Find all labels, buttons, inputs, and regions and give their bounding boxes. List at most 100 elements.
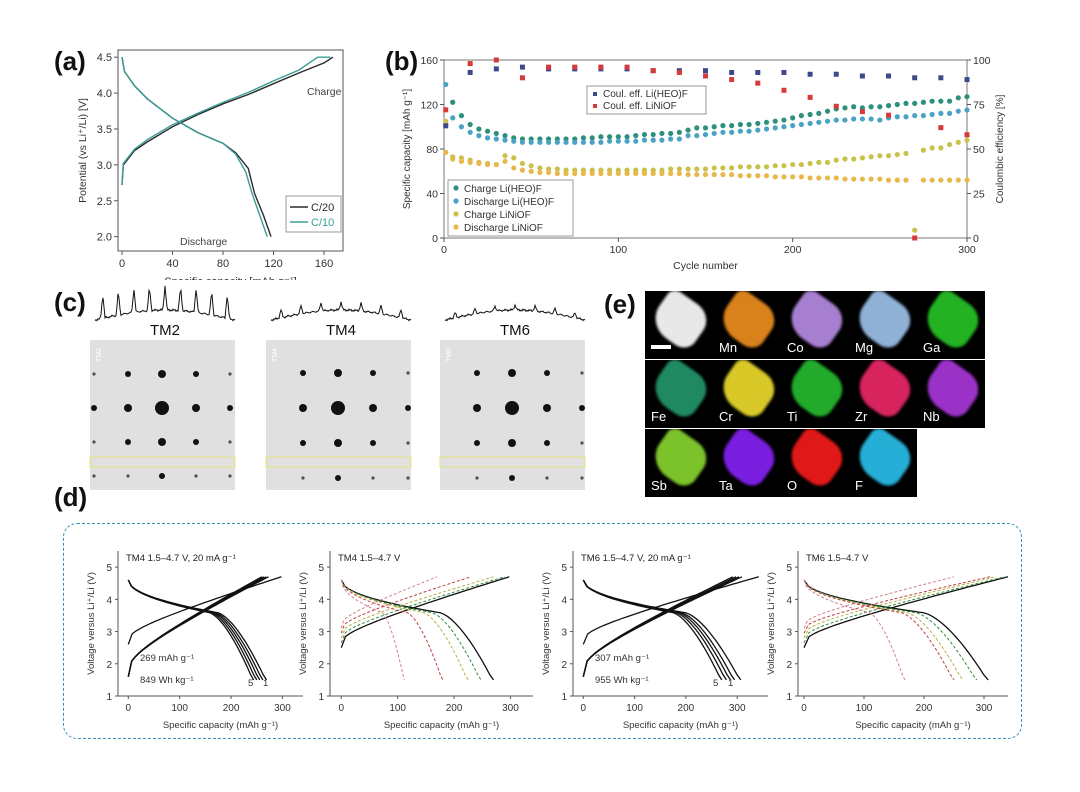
cycle-point-dischargeliheof (589, 139, 595, 145)
cycle-point-chargeliniof (920, 147, 927, 153)
y-tick-label-d: 3 (106, 628, 112, 639)
cycle-point-couleffliheof (467, 69, 473, 75)
cycle-point-chargeliheof (772, 118, 778, 124)
eds-map-o: O (781, 429, 849, 497)
cycle-point-chargeliniof (528, 163, 534, 169)
diffraction-spot (474, 370, 480, 376)
cycle-point-chargeliheof (589, 135, 595, 141)
chart-a: 0 40 80 120 160 2.0 2.5 3.0 3.5 4.0 4.5 Specific ca… (77, 49, 344, 280)
cycle-point-chargeliniof (781, 163, 787, 169)
profile-band (265, 456, 412, 468)
diffraction-spot (192, 404, 200, 412)
cycle-point-dischargeliniof (702, 171, 709, 178)
y-right-axis-label-b: Coulombic efficiency [%] (995, 94, 1006, 203)
y-axis-label-d: Voltage versus Li⁺/Li (V) (766, 572, 777, 675)
rate-charge-curve (340, 576, 494, 639)
cycle-point-dischargeliheof (702, 131, 709, 138)
cycle-point-dischargeliniof (903, 177, 909, 183)
cycle-point-chargeliheof (946, 98, 953, 104)
rate-discharge-curve (803, 579, 978, 681)
diffraction-spot (92, 440, 96, 444)
diffraction-spot (331, 401, 345, 415)
saed-panel: TM2 TM2 TM4 TM4 TM6 TM6 (85, 280, 605, 490)
diffraction-spot (334, 369, 342, 377)
panel-label-b: (b) (385, 46, 419, 76)
cycle-point-couleffliheof (807, 71, 813, 77)
cycle-point-chargeliheof (912, 100, 918, 106)
cycle-point-dischargeliniof (746, 173, 752, 179)
cycle-point-dischargeliheof (851, 116, 857, 122)
cycle-point-dischargeliheof (598, 139, 604, 145)
cycle-point-dischargeliniof (458, 158, 465, 164)
cycle-point-chargeliheof (624, 134, 630, 140)
cycle-point-chargeliheof (685, 127, 691, 133)
cycle-point-dischargeliniof (476, 160, 482, 167)
legend-marker-b (453, 224, 459, 230)
discharge-curve-cycle (127, 579, 255, 681)
eds-element-label: Cr (719, 409, 733, 424)
eds-map-mg: Mg (849, 291, 917, 359)
cycle-point-chargeliniof (894, 151, 900, 158)
cycle-point-dischargeliheof (938, 110, 944, 116)
cycle-point-chargeliheof (484, 128, 491, 134)
cycle-point-chargeliheof (920, 99, 927, 105)
line-profile-tm2 (94, 285, 236, 322)
cycle-point-dischargeliheof (476, 133, 482, 139)
y-tick-label-d: 4 (786, 595, 792, 606)
legend-entry-b: Discharge LiNiOF (464, 223, 543, 234)
cycle-point-dischargeliheof (763, 126, 770, 132)
cycle-point-couleffliheof (519, 64, 525, 70)
eds-element-label: Ti (787, 409, 798, 424)
diffraction-spot (545, 476, 549, 480)
rate-charge-curve (340, 576, 505, 643)
cycle-point-dischargeliheof (676, 136, 682, 142)
diffraction-spot (580, 441, 584, 445)
cycle-point-chargeliniof (903, 150, 909, 157)
cycle-point-dischargeliheof (720, 129, 726, 135)
cycle-point-couleffliniof (833, 103, 839, 109)
diffraction-spot (228, 440, 232, 444)
cycle-point-dischargeliheof (894, 114, 900, 120)
cycle-point-dischargeliniof (676, 170, 682, 177)
eds-map-haadf (645, 291, 713, 359)
cycle-point-dischargeliheof (868, 116, 874, 122)
cycle-point-dischargeliheof (493, 136, 499, 142)
y-right-tick-label-b: 0 (973, 233, 979, 245)
diffraction-spot (580, 476, 584, 480)
x-tick-label-b: 100 (610, 244, 628, 256)
eds-map-cr: Cr (713, 360, 781, 428)
rate-discharge-curve (340, 579, 444, 681)
y-tick-label-d: 5 (786, 563, 792, 574)
x-axis-label-a: Specific capacity [mAh g⁻¹] (164, 276, 296, 280)
cycle-point-dischargeliheof (580, 139, 587, 145)
diffraction-spot (159, 473, 165, 479)
cycle-point-dischargeliheof (615, 138, 621, 144)
eds-element-label: Sb (651, 478, 667, 493)
y-tick-label-d: 5 (318, 563, 324, 574)
y-tick-label-d: 3 (561, 628, 567, 639)
diffraction-spot (406, 476, 410, 480)
diffraction-spot (228, 474, 232, 478)
cycle-point-dischargeliheof (624, 138, 630, 144)
cycle-point-chargeliniof (946, 141, 953, 148)
cycle-point-couleffliniof (624, 64, 630, 70)
cycle-point-dischargeliniof (816, 175, 822, 181)
cycle-point-chargeliniof (737, 164, 743, 170)
y-tick-label-d: 2 (106, 660, 112, 671)
cycle-point-chargeliheof (729, 123, 735, 129)
cycle-point-chargeliniof (912, 227, 918, 233)
cycle-point-dischargeliheof (807, 120, 813, 127)
x-tick-label-d: 100 (626, 703, 643, 714)
y-tick-label-d: 5 (106, 563, 112, 574)
cycle-point-chargeliniof (772, 163, 778, 169)
cycle-point-chargeliniof (537, 165, 543, 171)
cycle-point-chargeliniof (824, 159, 831, 165)
cycle-label-1: 1 (728, 678, 733, 689)
cycle-point-chargeliniof (443, 118, 449, 124)
cycle-point-couleffliniof (729, 77, 735, 83)
cycle-point-couleffliheof (493, 66, 499, 72)
cycle-point-dischargeliniof (443, 149, 449, 155)
diffraction-spot (508, 369, 516, 377)
cycle-point-dischargeliheof (929, 111, 935, 118)
